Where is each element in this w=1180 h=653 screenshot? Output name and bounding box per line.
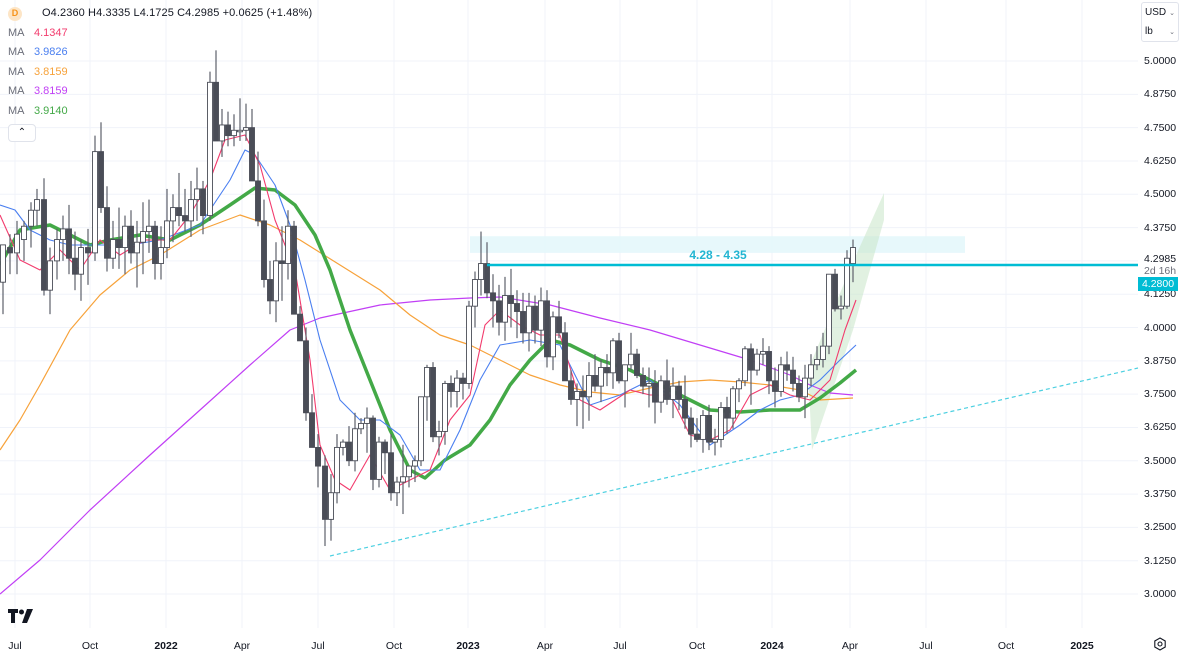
ma-value: 3.8159 (34, 65, 68, 78)
price-tick: 4.5000 (1144, 188, 1177, 201)
moving-average-lines (0, 134, 858, 595)
collapse-legend-button[interactable]: ⌃ (8, 124, 36, 142)
price-tick: 4.7500 (1144, 121, 1177, 134)
price-tick: 3.2500 (1144, 521, 1177, 534)
ma-value: 4.1347 (34, 26, 68, 39)
projection-channel[interactable] (808, 193, 884, 450)
price-tick: 3.8750 (1144, 354, 1177, 367)
time-tick: 2025 (1070, 640, 1094, 652)
time-tick: Jul (8, 640, 22, 652)
time-tick: Oct (688, 640, 706, 652)
time-tick: Jul (613, 640, 627, 652)
ohlc-row: D O4.2360 H4.3335 L4.1725 C4.2985 +0.062… (8, 4, 312, 24)
price-tick: 4.1250 (1144, 288, 1177, 301)
bar-countdown: 2d 16h (1144, 265, 1177, 277)
price-tick: 3.1250 (1144, 554, 1177, 567)
unit-value: lb (1145, 26, 1153, 37)
chevron-up-icon: ⌃ (17, 127, 27, 139)
ma-legend-row[interactable]: MA 3.9140 (8, 102, 312, 122)
level-price-tag: 4.2800 (1138, 277, 1178, 291)
ma-label: MA (8, 65, 25, 78)
ohlc-values: O4.2360 H4.3335 L4.1725 C4.2985 +0.0625 … (42, 7, 313, 19)
unit-selector[interactable]: USD ⌄ lb ⌄ (1141, 2, 1179, 42)
ma-label: MA (8, 46, 25, 58)
price-tick: 3.7500 (1144, 388, 1177, 401)
ma-label: MA (8, 85, 25, 97)
time-tick: Jul (919, 640, 933, 652)
chevron-down-icon: ⌄ (1169, 9, 1175, 17)
price-tick: 4.8750 (1144, 88, 1177, 101)
price-tick: 3.5000 (1144, 454, 1177, 467)
ma-value: 3.9826 (34, 46, 68, 58)
currency-value: USD (1145, 7, 1167, 18)
tradingview-logo-icon[interactable] (8, 609, 34, 623)
time-tick: Jul (311, 640, 325, 652)
time-tick: Oct (81, 640, 99, 652)
price-tick: 5.0000 (1144, 55, 1177, 67)
settings-icon[interactable] (1153, 637, 1167, 651)
candlesticks (0, 50, 856, 547)
time-tick: Apr (536, 640, 554, 652)
price-tick: 3.6250 (1144, 421, 1177, 434)
ma-legend-row[interactable]: MA 3.8159 (8, 82, 312, 102)
ma-legend-row[interactable]: MA 3.8159 (8, 63, 312, 83)
ma-value: 3.8159 (34, 85, 68, 97)
price-tick: 3.0000 (1144, 588, 1177, 600)
symbol-badge[interactable]: D (8, 6, 22, 21)
time-tick: 2024 (760, 640, 784, 652)
price-tick: 4.3750 (1144, 221, 1177, 234)
time-tick: Apr (841, 640, 859, 652)
unit-select[interactable]: lb ⌄ (1142, 22, 1178, 41)
support-trendline[interactable] (329, 367, 1139, 557)
last-price-label: 4.2985 2d 16h (1144, 253, 1176, 277)
price-tick: 4.6250 (1144, 154, 1177, 167)
time-tick: Apr (233, 640, 251, 652)
price-tick: 3.3750 (1144, 488, 1177, 501)
time-tick: Oct (385, 640, 403, 652)
price-tick: 4.0000 (1144, 321, 1177, 334)
ma-label: MA (8, 26, 25, 39)
chart-legend: D O4.2360 H4.3335 L4.1725 C4.2985 +0.062… (8, 4, 312, 142)
ma-legend-row[interactable]: MA 4.1347 (8, 24, 312, 44)
ma-value: 3.9140 (34, 104, 68, 117)
time-tick: 2022 (154, 640, 178, 652)
ma-legend-row[interactable]: MA 3.9826 (8, 43, 312, 63)
ma-label: MA (8, 104, 25, 117)
zone-label: 4.28 - 4.35 (689, 248, 747, 262)
time-tick: Oct (997, 640, 1015, 652)
currency-select[interactable]: USD ⌄ (1142, 3, 1178, 22)
time-tick: 2023 (456, 640, 480, 652)
resistance-zone[interactable] (470, 236, 965, 253)
chevron-down-icon: ⌄ (1169, 28, 1175, 36)
last-price: 4.2985 (1144, 253, 1177, 265)
